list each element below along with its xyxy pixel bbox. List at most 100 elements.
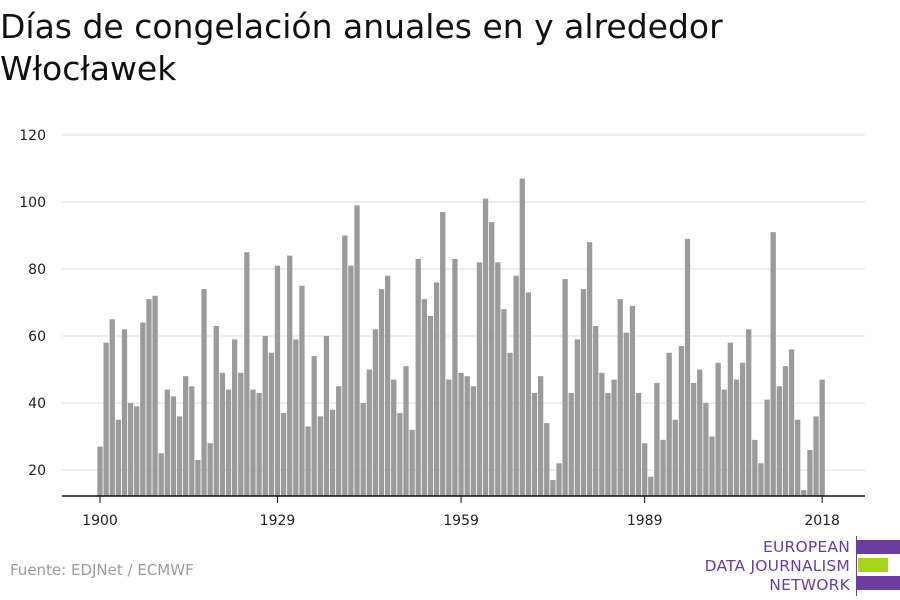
- bar: [776, 386, 782, 496]
- bar: [654, 382, 660, 496]
- bar: [458, 372, 464, 496]
- bar: [574, 339, 581, 496]
- bar: [605, 392, 611, 496]
- bar: [109, 319, 115, 496]
- bar: [176, 416, 183, 496]
- y-tick-label: 20: [28, 463, 46, 479]
- bar: [801, 490, 807, 496]
- logo-divider: [856, 536, 857, 596]
- logo-line-european: EUROPEAN: [762, 538, 850, 556]
- x-tick-label: 1900: [82, 513, 118, 529]
- bar: [795, 419, 801, 496]
- bar: [495, 262, 501, 496]
- bar: [311, 356, 317, 496]
- x-tick-label: 1959: [443, 513, 479, 529]
- bar: [195, 459, 201, 496]
- bar: [336, 386, 342, 496]
- bar: [568, 392, 574, 496]
- bar: [158, 453, 164, 496]
- logo-line-data-journalism: DATA JOURNALISM: [704, 557, 850, 575]
- bar: [152, 295, 158, 496]
- edjnet-logo: EUROPEAN DATA JOURNALISM NETWORK: [700, 536, 900, 596]
- x-tick-label: 1929: [260, 513, 296, 529]
- bar: [342, 235, 348, 496]
- bar: [544, 423, 550, 496]
- bar: [146, 299, 152, 496]
- bar: [244, 252, 250, 496]
- bar: [746, 329, 752, 496]
- bar: [274, 265, 281, 496]
- bar: [378, 289, 385, 496]
- bar: [115, 419, 122, 496]
- bar: [213, 325, 219, 496]
- bar: [788, 349, 795, 496]
- bar: [372, 329, 379, 496]
- bar: [440, 212, 446, 497]
- bar: [703, 403, 709, 496]
- bar: [556, 463, 562, 496]
- bar: [293, 339, 299, 496]
- bar: [280, 413, 287, 496]
- bar: [384, 275, 391, 496]
- bar: [562, 279, 568, 496]
- bar: [421, 299, 428, 496]
- bar: [727, 342, 734, 496]
- bar: [360, 403, 366, 496]
- bar: [299, 285, 305, 496]
- bar: [629, 305, 636, 496]
- bar: [648, 476, 654, 496]
- bar: [170, 396, 177, 496]
- bar: [433, 282, 440, 496]
- bar: [586, 242, 593, 496]
- bar: [715, 362, 721, 496]
- bar: [507, 352, 513, 496]
- bar: [397, 413, 403, 496]
- bar: [164, 389, 170, 496]
- bar: [452, 258, 458, 496]
- logo-line-network: NETWORK: [769, 576, 850, 594]
- bar: [684, 238, 691, 496]
- bar: [623, 332, 629, 496]
- bar: [733, 379, 740, 496]
- bar: [550, 480, 556, 496]
- bar: [97, 446, 103, 496]
- y-tick-label: 100: [19, 195, 46, 211]
- bar: [807, 449, 813, 496]
- bar: [231, 339, 238, 496]
- bar: [709, 436, 715, 496]
- bar: [470, 386, 476, 496]
- x-tick-label: 1989: [627, 513, 663, 529]
- bar: [537, 376, 544, 496]
- bar: [329, 409, 336, 496]
- bar: [268, 352, 275, 496]
- bar: [225, 389, 232, 496]
- bar: [739, 362, 746, 496]
- bar: [782, 366, 789, 496]
- bar: [250, 389, 256, 496]
- bar: [531, 392, 538, 496]
- logo-purple-bar-top: [856, 540, 900, 554]
- bar: [464, 376, 470, 496]
- y-tick-label: 60: [28, 329, 46, 345]
- logo-purple-bar-bottom: [856, 576, 900, 590]
- bar: [580, 289, 587, 496]
- logo-green-bar: [858, 558, 888, 572]
- bar: [593, 325, 599, 496]
- bar: [127, 403, 134, 496]
- bar: [427, 315, 434, 496]
- bar: [366, 369, 372, 496]
- bar: [348, 265, 354, 496]
- bar: [256, 392, 262, 496]
- bar: [813, 416, 819, 496]
- bar: [617, 299, 623, 496]
- bar: [678, 346, 685, 496]
- y-tick-label: 120: [19, 128, 46, 144]
- bar: [219, 372, 226, 496]
- bar: [635, 392, 642, 496]
- bar: [287, 255, 293, 496]
- bar: [262, 336, 268, 496]
- bar: [189, 386, 195, 496]
- bar: [317, 416, 323, 496]
- bar: [201, 289, 207, 496]
- bar: [819, 379, 825, 496]
